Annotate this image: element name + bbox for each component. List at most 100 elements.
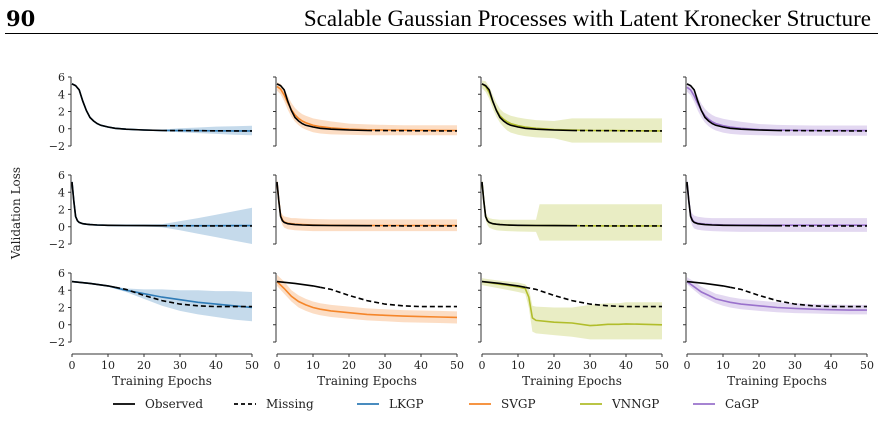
- legend-label: CaGP: [725, 397, 759, 411]
- uncertainty-band: [687, 177, 867, 232]
- panel-r2-vnngp: [478, 174, 662, 245]
- x-tick-label: 0: [684, 359, 691, 372]
- prediction-line: [276, 281, 458, 319]
- x-tick-label: 10: [101, 359, 115, 372]
- x-tick-label: 40: [209, 359, 223, 372]
- x-tick-label: 20: [547, 359, 561, 372]
- legend-label: SVGP: [501, 397, 536, 411]
- uncertainty-band: [277, 274, 457, 324]
- x-tick-label: 40: [414, 359, 428, 372]
- observed-line: [276, 181, 368, 227]
- legend-label: VNNGP: [611, 397, 659, 411]
- y-tick-label: −2: [49, 238, 65, 251]
- uncertainty-band: [482, 80, 662, 143]
- x-tick-label: 30: [173, 359, 187, 372]
- prediction-line: [686, 280, 867, 311]
- x-tick-label: 0: [479, 359, 486, 372]
- panel-r1-svgp: [273, 76, 458, 147]
- panel-r2-svgp: [273, 174, 457, 245]
- y-tick-label: 0: [58, 123, 65, 136]
- y-tick-label: 6: [58, 71, 65, 84]
- uncertainty-band: [72, 181, 252, 244]
- observed-line: [481, 83, 573, 132]
- panel-r1-cagp: [683, 76, 867, 147]
- x-tick-label: 20: [342, 359, 356, 372]
- x-tick-label: 50: [245, 359, 259, 372]
- legend-item-observed: Observed: [113, 397, 203, 411]
- x-axis-label: Training Epochs: [727, 374, 827, 388]
- y-tick-label: 2: [58, 204, 65, 217]
- observed-line: [276, 83, 368, 132]
- y-tick-label: −2: [49, 336, 65, 349]
- observed-line: [481, 181, 573, 227]
- observed-line: [481, 280, 526, 289]
- panel-r2-cagp: [683, 174, 867, 245]
- y-tick-label: 4: [58, 284, 65, 297]
- x-axis-label: Training Epochs: [112, 374, 212, 388]
- legend-item-svgp: SVGP: [469, 397, 536, 411]
- page-number: 90: [6, 6, 36, 31]
- missing-line: [115, 286, 252, 308]
- observed-line: [71, 181, 163, 227]
- x-tick-label: 20: [137, 359, 151, 372]
- running-title: Scalable Gaussian Processes with Latent …: [303, 6, 871, 31]
- missing-line: [320, 286, 457, 308]
- uncertainty-band: [687, 83, 867, 136]
- panel-r3-cagp: [683, 272, 868, 357]
- missing-line: [730, 286, 867, 308]
- uncertainty-band: [482, 179, 662, 241]
- observed-line: [276, 280, 321, 289]
- x-tick-label: 50: [860, 359, 874, 372]
- observed-line: [686, 280, 731, 289]
- x-tick-label: 10: [306, 359, 320, 372]
- prediction-line: [481, 280, 663, 327]
- legend-label: Missing: [266, 397, 314, 411]
- y-tick-label: 0: [58, 319, 65, 332]
- x-tick-label: 50: [450, 359, 464, 372]
- y-tick-label: 2: [58, 302, 65, 315]
- observed-line: [686, 181, 778, 227]
- y-tick-label: 4: [58, 88, 65, 101]
- legend-item-cagp: CaGP: [693, 397, 759, 411]
- uncertainty-band: [687, 277, 867, 315]
- x-tick-label: 0: [69, 359, 76, 372]
- uncertainty-band: [277, 178, 457, 232]
- uncertainty-band: [482, 278, 662, 340]
- y-tick-label: −2: [49, 140, 65, 153]
- y-tick-label: 6: [58, 267, 65, 280]
- panel-r3-vnngp: [478, 272, 663, 357]
- legend-item-lkgp: LKGP: [357, 397, 424, 411]
- x-tick-label: 20: [752, 359, 766, 372]
- uncertainty-band: [277, 82, 457, 136]
- legend-label: LKGP: [389, 397, 424, 411]
- y-tick-label: 4: [58, 186, 65, 199]
- missing-line: [525, 286, 662, 308]
- header-rule: [5, 33, 878, 34]
- x-tick-label: 40: [619, 359, 633, 372]
- y-tick-label: 0: [58, 221, 65, 234]
- x-tick-label: 50: [655, 359, 669, 372]
- x-axis-label: Training Epochs: [522, 374, 622, 388]
- x-tick-label: 30: [788, 359, 802, 372]
- panel-r1-lkgp: [68, 76, 252, 147]
- panel-r3-lkgp: [68, 272, 253, 357]
- y-axis-label: Validation Loss: [9, 167, 23, 260]
- x-tick-label: 0: [274, 359, 281, 372]
- panel-r3-svgp: [273, 272, 458, 357]
- panel-r1-vnngp: [478, 76, 663, 147]
- uncertainty-band: [72, 83, 252, 136]
- y-tick-label: 2: [58, 106, 65, 119]
- legend-label: Observed: [145, 397, 203, 411]
- observed-line: [686, 83, 778, 132]
- observed-line: [71, 280, 116, 289]
- page-header: 90 Scalable Gaussian Processes with Late…: [0, 0, 885, 36]
- panel-r2-lkgp: [68, 174, 252, 245]
- legend-item-vnngp: VNNGP: [580, 397, 659, 411]
- y-tick-label: 6: [58, 169, 65, 182]
- x-tick-label: 30: [583, 359, 597, 372]
- x-axis-label: Training Epochs: [317, 374, 417, 388]
- x-tick-label: 40: [824, 359, 838, 372]
- x-tick-label: 10: [716, 359, 730, 372]
- x-tick-label: 30: [378, 359, 392, 372]
